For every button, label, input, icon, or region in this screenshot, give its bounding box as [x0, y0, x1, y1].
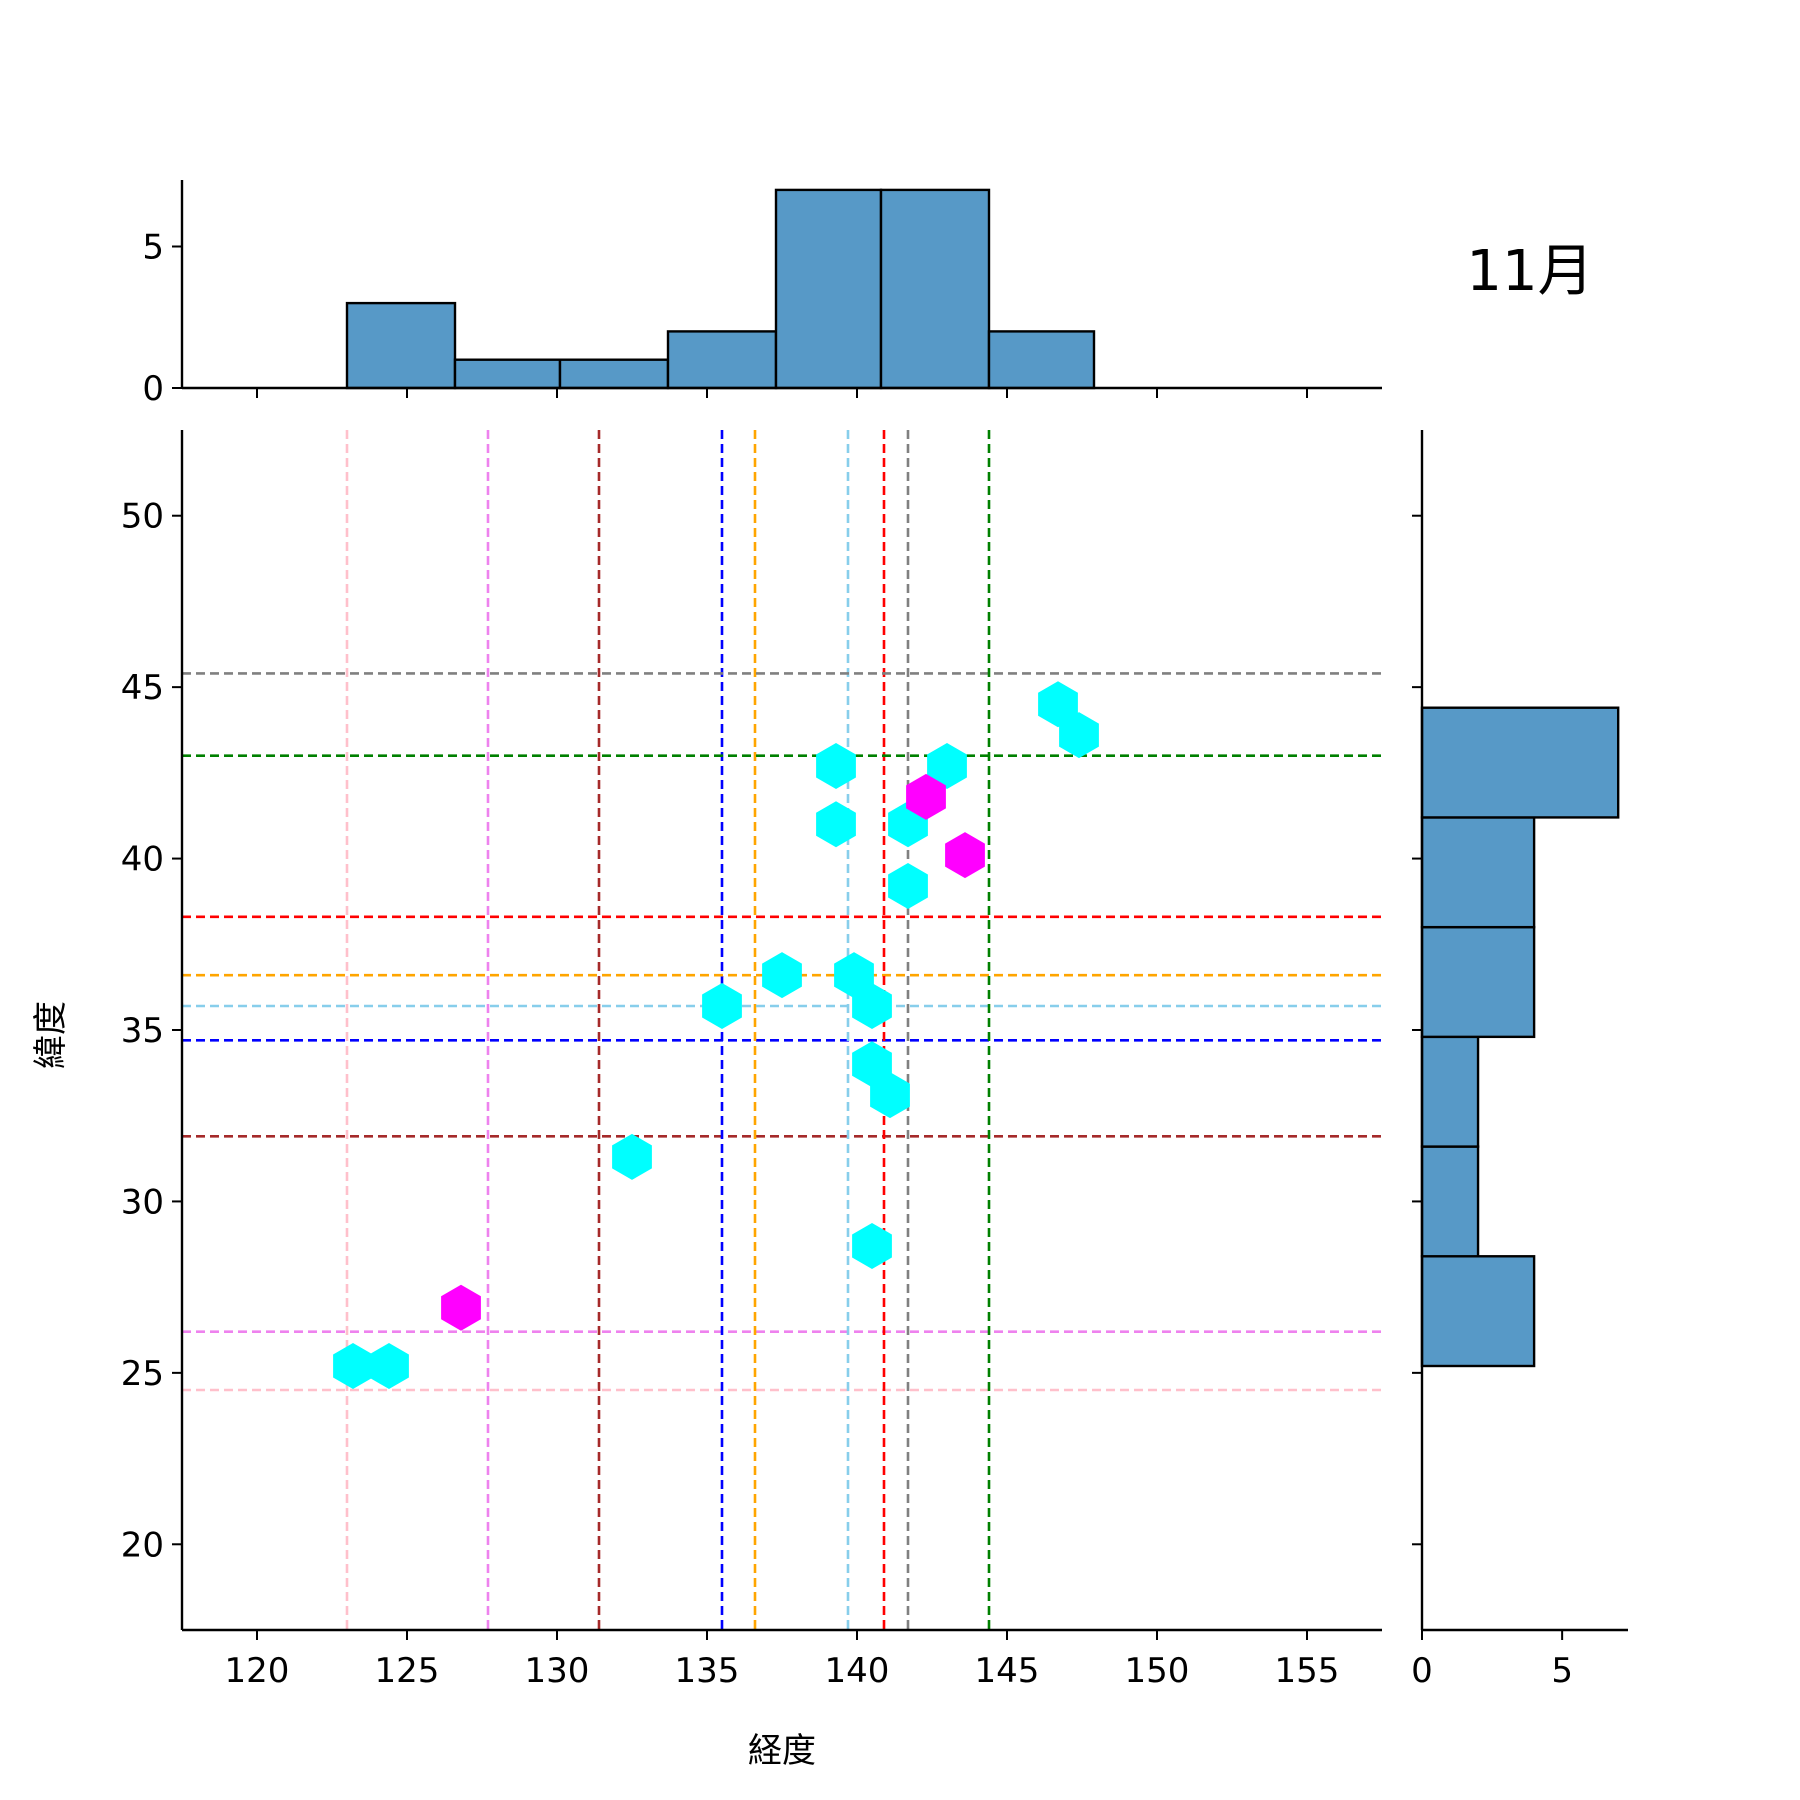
- hexbin-cell: [702, 983, 742, 1029]
- hexbin-cell: [906, 773, 946, 820]
- hexbin-cell: [333, 1343, 373, 1389]
- top-hist-y-tick-label: 5: [142, 228, 164, 268]
- x-tick-label: 135: [675, 1651, 740, 1691]
- right-hist-bar: [1420, 706, 1620, 819]
- y-tick-label: 30: [121, 1182, 164, 1222]
- hexbin-cell: [816, 743, 856, 789]
- y-tick-label: 35: [121, 1011, 164, 1051]
- right-hist-x-tick-label: 0: [1411, 1651, 1433, 1691]
- x-tick-label: 120: [225, 1651, 290, 1691]
- hexbin-cell: [945, 832, 985, 879]
- top-hist-bar: [558, 358, 670, 390]
- hexbin-cell: [927, 743, 967, 789]
- right-hist-bar: [1420, 1145, 1480, 1258]
- hexbin-cell: [441, 1284, 481, 1331]
- x-tick-label: 150: [1125, 1651, 1190, 1691]
- hexbin-cell: [1059, 712, 1099, 759]
- right-hist-x-tick-label: 5: [1551, 1651, 1573, 1691]
- y-tick-label: 25: [121, 1354, 164, 1394]
- hexbin-cell: [834, 952, 874, 999]
- main-plot-area: 120 125 130 135 140 145 150 155 20 25 30 35 40 45 50: [121, 430, 1382, 1691]
- x-tick-label: 125: [375, 1651, 440, 1691]
- y-tick-label: 50: [121, 497, 164, 537]
- hexbin-cell: [1038, 681, 1078, 728]
- top-histogram: 05: [142, 180, 1382, 409]
- top-hist-bar: [774, 188, 883, 390]
- top-hist-bar: [879, 188, 991, 390]
- y-tick-label: 45: [121, 668, 164, 708]
- y-tick-label: 20: [121, 1525, 164, 1565]
- x-tick-label: 145: [975, 1651, 1040, 1691]
- hexbin-cell: [888, 863, 928, 909]
- top-hist-y-tick-label: 0: [142, 369, 164, 409]
- chart-title: 11月: [1466, 239, 1593, 304]
- y-tick-label: 40: [121, 840, 164, 880]
- right-hist-bar: [1420, 816, 1536, 929]
- top-hist-bar: [453, 358, 562, 390]
- y-axis-label: 緯度: [31, 1001, 71, 1069]
- right-hist-bar: [1420, 1035, 1480, 1148]
- top-hist-bar: [345, 301, 457, 390]
- x-tick-label: 140: [825, 1651, 890, 1691]
- x-axis-label: 経度: [748, 1731, 816, 1771]
- right-hist-bar: [1420, 925, 1536, 1039]
- hexbin-cell: [870, 1072, 910, 1119]
- hexbin-cell: [369, 1343, 409, 1389]
- hexbin-cell: [762, 952, 802, 999]
- top-hist-bar: [987, 330, 1096, 390]
- hexbin-cell: [816, 801, 856, 848]
- hexbin-cell: [852, 1041, 892, 1088]
- hexbin-cell: [852, 983, 892, 1029]
- top-hist-bar: [666, 330, 778, 390]
- x-tick-label: 155: [1275, 1651, 1340, 1691]
- hexbin-cell: [612, 1133, 652, 1180]
- x-tick-label: 130: [525, 1651, 590, 1691]
- hexbin-cell: [852, 1223, 892, 1269]
- right-hist-bar: [1420, 1255, 1536, 1368]
